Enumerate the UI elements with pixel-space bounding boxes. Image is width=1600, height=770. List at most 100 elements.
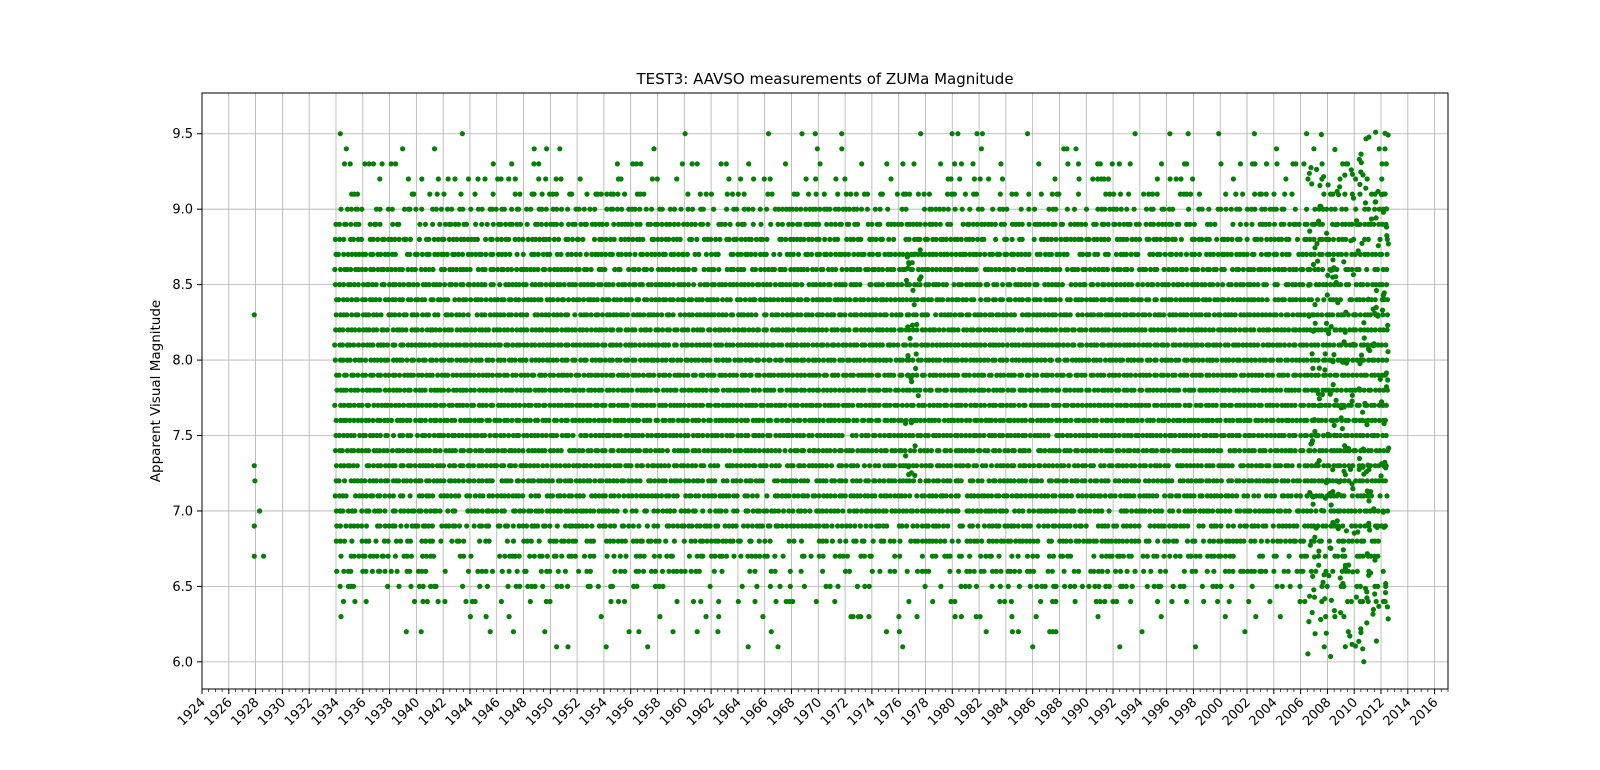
data-point (489, 372, 496, 378)
data-point (1135, 432, 1141, 439)
data-point (1008, 598, 1015, 605)
data-point (1161, 417, 1167, 423)
data-point (1259, 568, 1265, 574)
data-point (918, 432, 924, 439)
data-point (479, 417, 485, 423)
data-point (580, 493, 586, 499)
data-point (936, 523, 942, 529)
data-point (887, 357, 894, 363)
data-point (581, 297, 587, 303)
data-point (618, 568, 624, 574)
data-point (858, 508, 865, 514)
data-point (445, 432, 451, 439)
data-point (843, 478, 849, 484)
data-point (887, 538, 894, 544)
data-point (678, 508, 684, 514)
data-point (937, 538, 944, 544)
data-point (549, 478, 556, 484)
data-point (463, 297, 469, 303)
data-point (472, 493, 478, 499)
data-point (621, 493, 627, 499)
data-point (392, 553, 398, 559)
data-point (699, 478, 706, 484)
data-point (499, 568, 505, 574)
data-point (351, 523, 357, 529)
data-point (723, 312, 729, 318)
data-point (1198, 463, 1204, 469)
data-point (1090, 463, 1096, 469)
data-point (1354, 538, 1360, 544)
data-point (471, 463, 477, 469)
data-point (819, 312, 826, 318)
data-point (643, 448, 650, 454)
data-point (1106, 583, 1112, 590)
data-point (887, 568, 893, 574)
data-point (641, 312, 647, 318)
data-point (591, 553, 597, 559)
data-point (1281, 432, 1287, 439)
data-point (377, 372, 384, 378)
data-point (1331, 508, 1337, 514)
data-point (1035, 538, 1041, 544)
data-point (1131, 493, 1137, 499)
data-point (456, 478, 462, 484)
data-point (1056, 357, 1062, 363)
data-point (738, 402, 745, 408)
data-point (553, 463, 559, 469)
data-point (1079, 342, 1085, 348)
data-point (608, 598, 614, 605)
data-point (1120, 538, 1126, 544)
data-point (802, 372, 808, 378)
data-point (948, 493, 954, 499)
data-point (769, 463, 775, 469)
data-point (1296, 478, 1303, 484)
data-point (392, 508, 398, 514)
data-point (775, 644, 781, 650)
data-point (997, 598, 1003, 605)
data-point (1217, 342, 1223, 348)
data-point (936, 417, 942, 423)
data-point (1206, 508, 1212, 514)
data-point (471, 387, 477, 393)
data-point (873, 312, 879, 318)
data-point (1270, 523, 1276, 529)
data-point (1169, 598, 1175, 605)
data-point (896, 614, 902, 620)
data-point (1165, 463, 1171, 469)
data-point (1064, 357, 1070, 363)
data-point (1210, 508, 1216, 514)
data-point (1266, 508, 1273, 514)
data-point (557, 463, 563, 469)
data-point (251, 463, 257, 469)
data-point (1300, 568, 1306, 574)
data-point (504, 523, 511, 529)
data-point (557, 478, 564, 484)
data-point (1377, 493, 1383, 499)
data-point (489, 568, 496, 574)
data-point (763, 327, 770, 333)
data-point (982, 312, 988, 318)
data-point (981, 387, 987, 393)
data-point (647, 417, 653, 423)
data-point (380, 553, 386, 559)
data-point (1278, 463, 1284, 469)
data-point (1345, 372, 1351, 378)
data-point (445, 297, 451, 303)
data-point (1278, 538, 1284, 544)
data-point (996, 553, 1002, 559)
data-point (1200, 357, 1206, 363)
data-point (377, 508, 383, 514)
data-point (776, 448, 783, 454)
data-point (857, 478, 863, 484)
data-point (420, 583, 426, 590)
data-point (554, 432, 560, 439)
data-point (1079, 493, 1085, 499)
data-point (726, 357, 732, 363)
data-point (919, 538, 926, 544)
data-point (397, 387, 403, 393)
data-point (602, 493, 608, 499)
data-point (517, 402, 523, 408)
data-point (392, 523, 398, 529)
data-point (876, 372, 882, 378)
data-point (1246, 598, 1252, 605)
